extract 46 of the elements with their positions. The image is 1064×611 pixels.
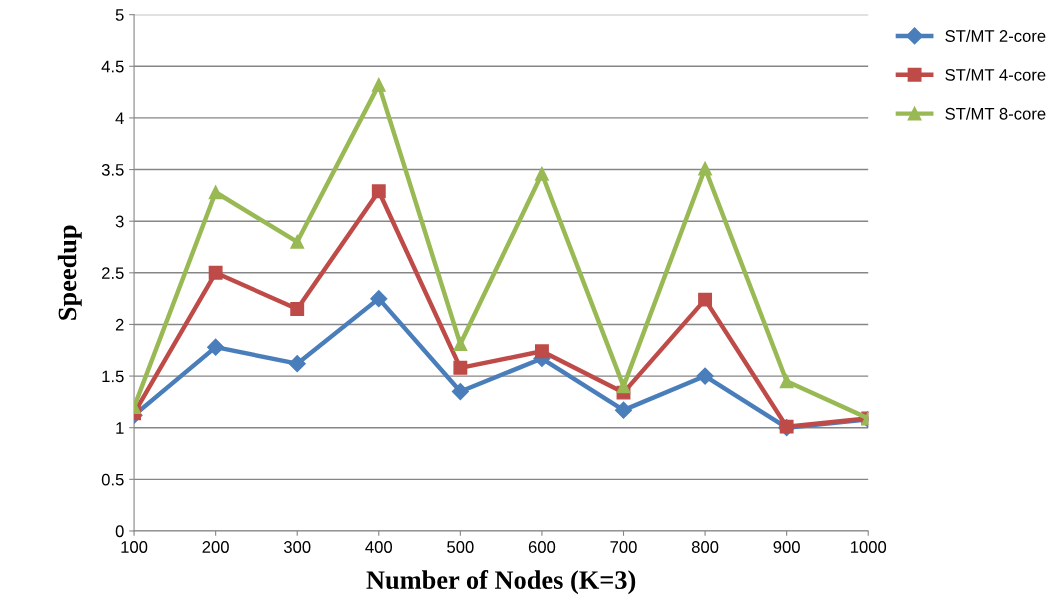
point — [534, 344, 549, 359]
y-tick-label: 4 — [115, 112, 124, 124]
x-tick-label: 800 — [691, 541, 719, 553]
x-tick-label: 600 — [528, 541, 556, 553]
y-tick-label: 1.5 — [102, 370, 124, 383]
legend-label: ST/MT 8-core — [945, 107, 1046, 120]
legend-label: ST/MT 4-core — [945, 68, 1046, 81]
x-tick-label: 1000 — [850, 541, 887, 553]
x-tick-label: 500 — [447, 541, 474, 553]
point — [453, 360, 468, 375]
x-tick-label: 100 — [121, 541, 148, 553]
point — [371, 184, 386, 199]
point — [696, 367, 714, 385]
point — [453, 337, 468, 352]
point — [534, 166, 549, 181]
x-tick-label: 700 — [610, 541, 637, 553]
x-tick-label: 900 — [773, 541, 800, 553]
point — [208, 185, 223, 200]
y-tick-label: 0.5 — [101, 473, 124, 486]
y-tick-label: 5 — [115, 9, 124, 21]
point — [290, 234, 305, 249]
y-tick-label: 0 — [115, 525, 124, 538]
point — [370, 290, 388, 308]
y-tick-label: 3 — [115, 215, 124, 228]
point — [207, 338, 225, 356]
y-tick-label: 2 — [115, 318, 124, 331]
point — [208, 265, 223, 280]
y-tick-label: 4.5 — [101, 60, 124, 73]
point — [614, 401, 633, 419]
point — [288, 355, 306, 373]
point — [698, 292, 713, 307]
x-tick-label: 300 — [283, 541, 311, 553]
y-tick-label: 1 — [116, 422, 124, 434]
point — [779, 374, 794, 389]
point — [371, 77, 386, 92]
x-tick-label: 400 — [365, 541, 393, 553]
point — [616, 379, 631, 394]
x-axis-title: Number of Nodes (K=3) — [366, 570, 636, 595]
point — [698, 161, 713, 176]
point — [451, 383, 469, 401]
legend-label: ST/MT 2-core — [945, 29, 1046, 42]
x-tick-label: 200 — [202, 541, 229, 553]
y-tick-label: 2.5 — [102, 267, 124, 280]
y-tick-label: 3.5 — [101, 163, 124, 176]
point — [290, 302, 305, 316]
y-axis-title: Speedup — [57, 225, 82, 320]
